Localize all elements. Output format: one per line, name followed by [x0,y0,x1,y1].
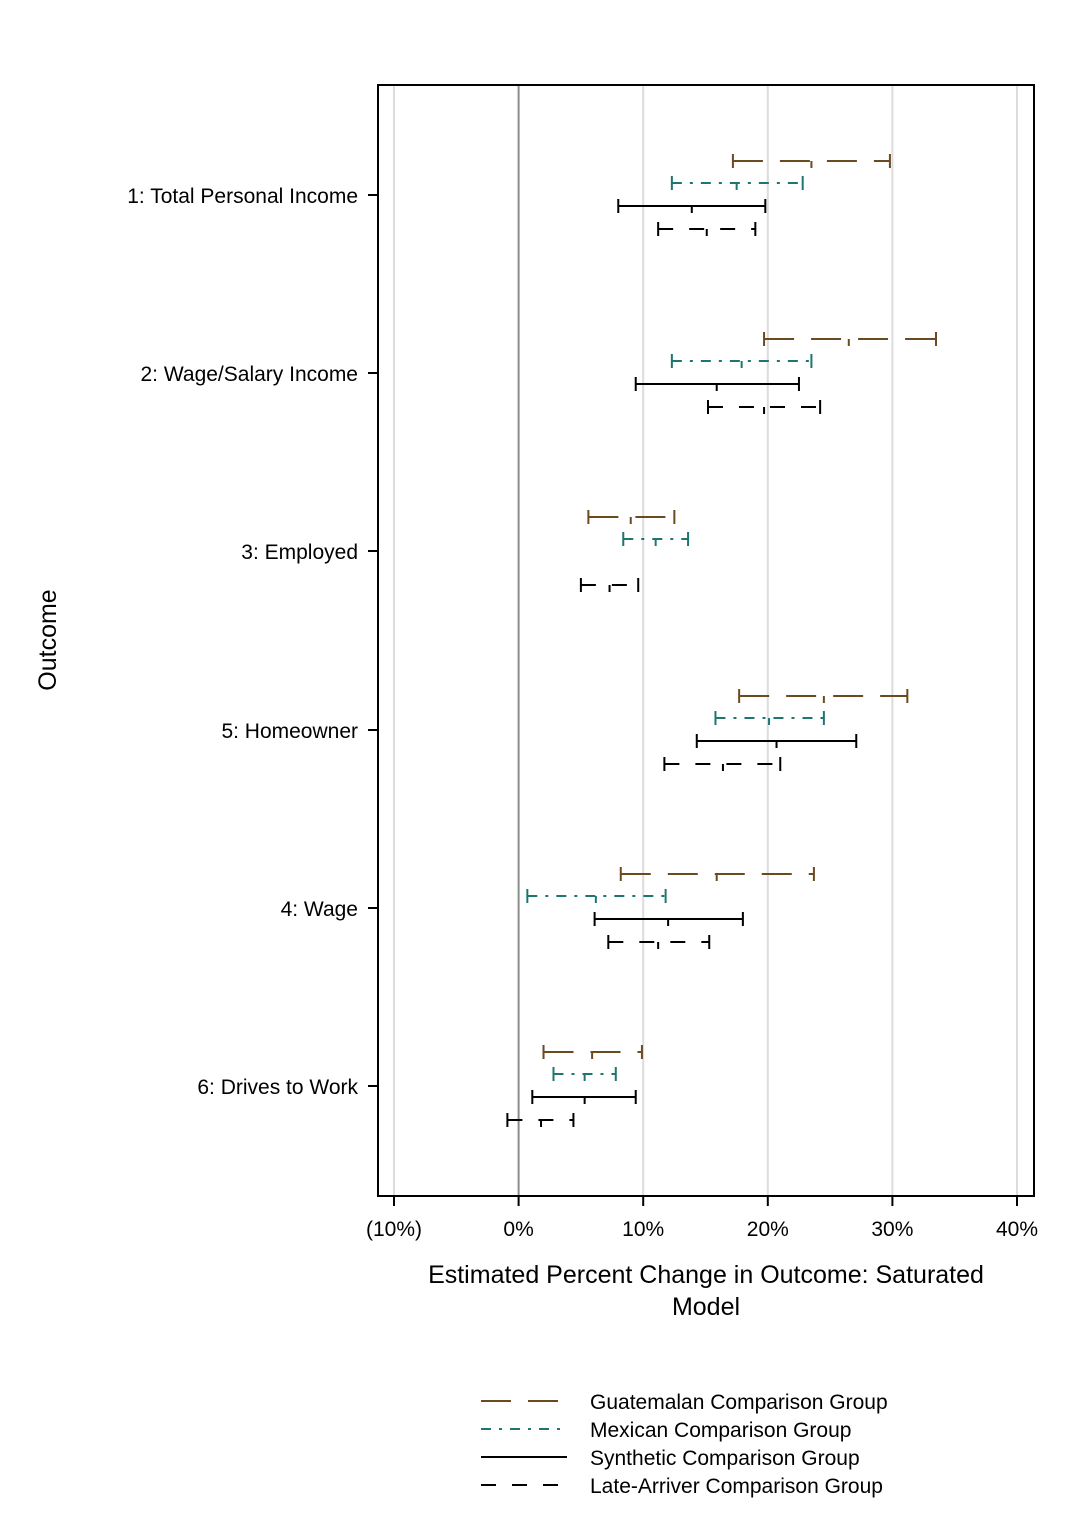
legend-label: Mexican Comparison Group [590,1419,851,1442]
legend-label: Synthetic Comparison Group [590,1447,860,1470]
y-tick-label: 2: Wage/Salary Income [141,363,359,386]
legend: Guatemalan Comparison Group Mexican Compa… [481,1391,888,1498]
y-tick-label: 6: Drives to Work [197,1076,358,1099]
gridlines [393,85,1018,1196]
plot-frame [377,84,1035,1197]
series-intervals [506,154,938,1127]
y-axis: 1: Total Personal Income 2: Wage/Salary I… [127,185,378,1099]
x-axis-label: Estimated Percent Change in Outcome: Sat… [428,1261,984,1289]
y-tick-label: 3: Employed [241,541,358,564]
series-2 [526,176,825,1081]
y-tick-label: 1: Total Personal Income [127,185,358,208]
legend-label: Guatemalan Comparison Group [590,1391,888,1414]
y-tick-label: 4: Wage [281,898,358,921]
series-4 [506,222,822,1127]
x-axis: (10%) 0% 10% 20% 30% 40% [366,1196,1038,1241]
x-tick-label: 40% [996,1218,1038,1241]
series-3 [531,199,858,1104]
x-tick-label: (10%) [366,1218,422,1241]
x-axis-label-continued: Model [672,1293,740,1321]
x-tick-label: 20% [747,1218,789,1241]
series-1 [542,154,938,1059]
x-tick-label: 30% [871,1218,913,1241]
y-tick-label: 5: Homeowner [221,720,358,743]
x-tick-label: 0% [503,1218,533,1241]
y-axis-label: Outcome [34,589,62,690]
x-tick-label: 10% [622,1218,664,1241]
legend-label: Late-Arriver Comparison Group [590,1475,883,1498]
